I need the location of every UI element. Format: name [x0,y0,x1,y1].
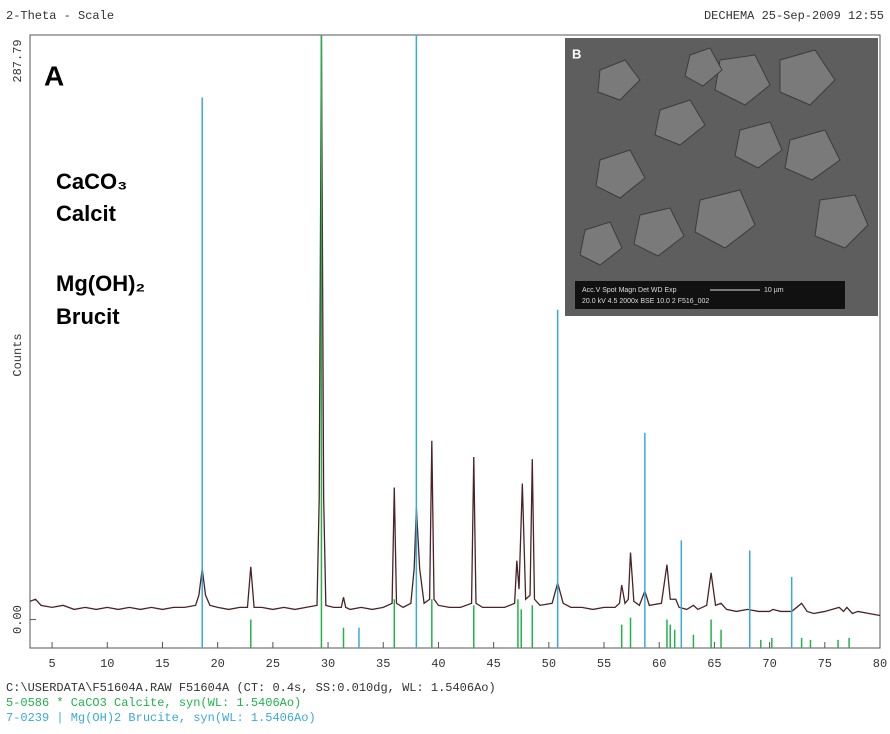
header-right: DECHEMA 25-Sep-2009 12:55 [704,9,884,23]
sem-scale: 10 µm [764,287,784,294]
x-tick-label: 35 [376,657,390,671]
x-tick-label: 40 [431,657,445,671]
x-tick-label: 50 [542,657,556,671]
legend-entry: 7-0239 | Mg(OH)2 Brucite, syn(WL: 1.5406… [6,711,316,725]
x-tick-label: 60 [652,657,666,671]
x-tick-label: 65 [707,657,721,671]
annotation: CaCO₃ [56,169,127,194]
x-tick-label: 15 [155,657,169,671]
diffraction-line [30,35,880,617]
plot-area [30,35,880,648]
x-tick-label: 80 [873,657,887,671]
sem-info-bar [575,281,845,309]
x-tick-label: 25 [266,657,280,671]
y-tick-label: 287.79 [11,39,25,82]
x-tick-label: 70 [762,657,776,671]
y-axis-label: Counts [11,333,25,376]
header-left: 2-Theta - Scale [6,9,114,23]
sem-info: 20.0 kV 4.5 2000x BSE 10.0 2 F516_002 [582,298,709,305]
x-tick-label: 30 [321,657,335,671]
sem-info: Acc.V Spot Magn Det WD Exp [582,287,677,294]
inset-label: B [572,46,581,61]
x-tick-label: 10 [100,657,114,671]
x-tick-label: 75 [818,657,832,671]
legend-entry: 5-0586 * CaCO3 Calcite, syn(WL: 1.5406Ao… [6,696,301,710]
plot-frame [29,34,881,649]
annotation: Calcit [56,201,117,226]
annotation: Mg(OH)₂ [56,271,145,296]
legend-entry: C:\USERDATA\F51604A.RAW F51604A (CT: 0.4… [6,681,496,695]
y-tick-label: 0.00 [11,605,25,634]
x-tick-label: 45 [486,657,500,671]
sem-inset: Acc.V Spot Magn Det WD Exp 20.0 kV 4.5 2… [565,38,878,316]
annotation: A [44,60,64,91]
x-tick-label: 20 [210,657,224,671]
x-tick-label: 55 [597,657,611,671]
x-tick-label: 5 [48,657,55,671]
annotation: Brucit [56,304,120,329]
